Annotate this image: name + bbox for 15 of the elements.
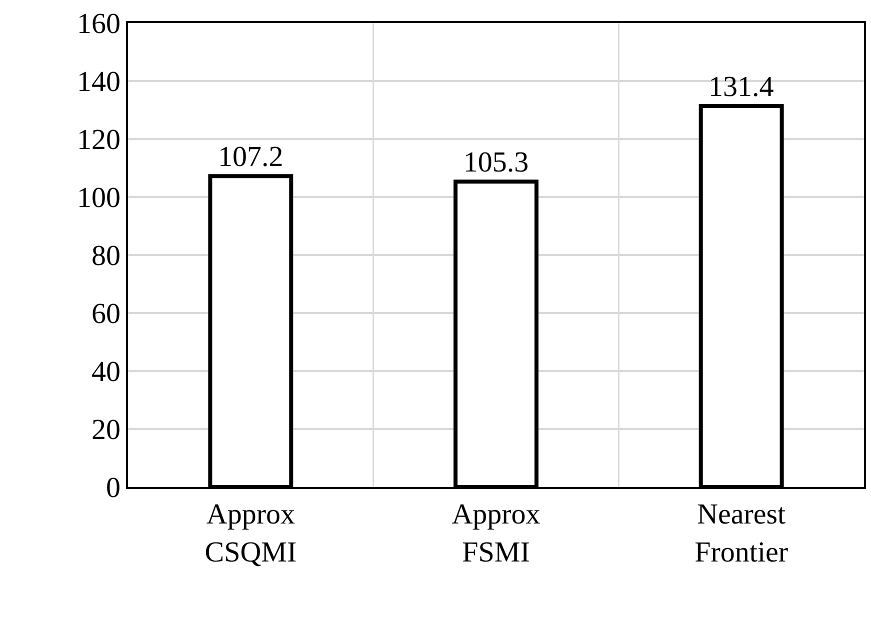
y-tick-label: 80 bbox=[91, 240, 120, 272]
data-label: 107.2 bbox=[218, 141, 284, 174]
y-tick-label: 160 bbox=[76, 8, 120, 40]
y-tick-label: 20 bbox=[91, 414, 120, 446]
y-tick-label: 140 bbox=[76, 66, 120, 98]
y-tick-label: 100 bbox=[76, 182, 120, 214]
x-tick-label: Nearest Frontier bbox=[694, 498, 788, 568]
y-tick-label: 120 bbox=[76, 124, 120, 156]
data-label: 105.3 bbox=[463, 146, 529, 179]
y-tick-label: 0 bbox=[106, 472, 120, 504]
x-tick-label: Approx CSQMI bbox=[204, 498, 297, 568]
data-label: 131.4 bbox=[708, 70, 774, 103]
y-tick-label: 40 bbox=[91, 356, 120, 388]
y-tick-label: 60 bbox=[91, 298, 120, 330]
x-tick-label: Approx FSMI bbox=[452, 498, 541, 568]
